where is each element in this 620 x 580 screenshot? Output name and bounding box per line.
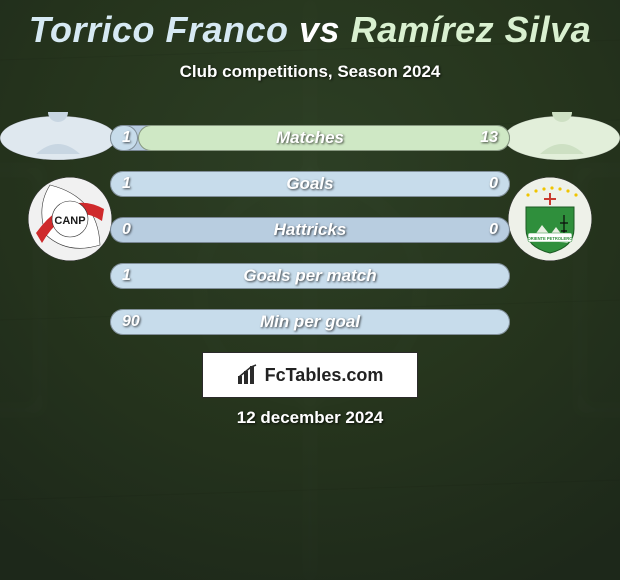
player-1-silhouette-icon [0,112,118,164]
fctables-logo[interactable]: FcTables.com [202,352,418,398]
stat-label: Matches [110,125,510,151]
stat-label: Goals per match [110,263,510,289]
stat-row: 00Hattricks [110,217,510,243]
club-crest-left-icon: CANP [28,177,112,261]
stat-row: 113Matches [110,125,510,151]
report-date: 12 december 2024 [0,408,620,428]
club-crest-right-icon: ORIENTE PETROLERO [508,177,592,261]
stat-row: 90Min per goal [110,309,510,335]
stat-label: Hattricks [110,217,510,243]
vs-text: vs [299,9,340,50]
stat-label: Goals [110,171,510,197]
stat-rows: 113Matches 10Goals 00Hattricks 1Goals per m… [110,125,510,355]
stat-row: 10Goals [110,171,510,197]
competition-subtitle: Club competitions, Season 2024 [0,62,620,82]
comparison-title: Torrico Franco vs Ramírez Silva [0,0,620,56]
player-2-silhouette-icon [502,112,620,164]
svg-text:ORIENTE PETROLERO: ORIENTE PETROLERO [528,236,574,241]
stat-row: 1Goals per match [110,263,510,289]
stat-label: Min per goal [110,309,510,335]
svg-text:CANP: CANP [54,215,85,227]
player-1-name: Torrico Franco [29,9,289,50]
player-2-name: Ramírez Silva [351,9,592,50]
bar-chart-icon [237,364,259,386]
logo-text: FcTables.com [265,365,384,386]
